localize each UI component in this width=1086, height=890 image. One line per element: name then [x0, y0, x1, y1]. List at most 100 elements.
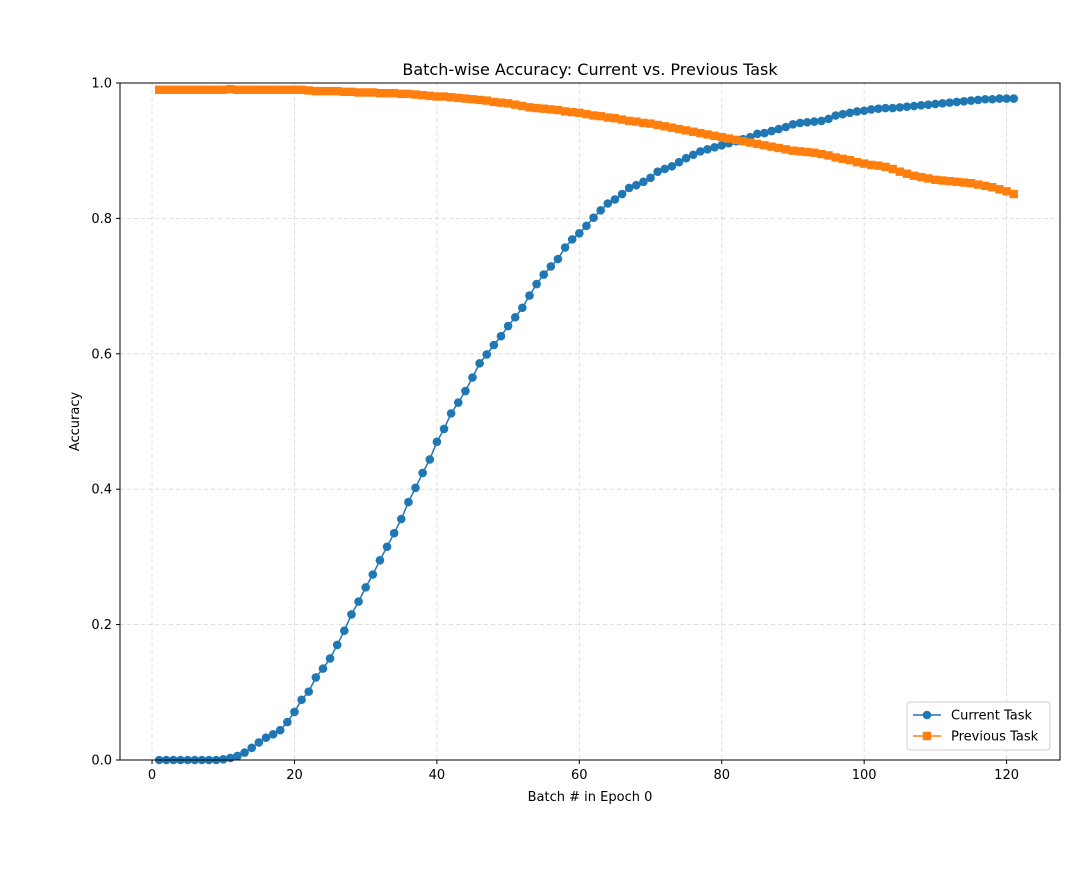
- data-point: [546, 262, 556, 271]
- data-point: [247, 743, 257, 753]
- data-point: [738, 137, 748, 146]
- data-point: [290, 707, 299, 717]
- data-point: [197, 85, 207, 94]
- data-point: [909, 101, 919, 111]
- data-point: [233, 85, 242, 94]
- data-point: [653, 167, 662, 176]
- data-point: [567, 107, 577, 117]
- data-point: [553, 105, 563, 115]
- data-point: [624, 116, 634, 126]
- data-point: [418, 90, 427, 100]
- chart-title: Batch-wise Accuracy: Current vs. Previou…: [402, 60, 778, 79]
- data-point: [311, 86, 321, 96]
- data-point: [831, 153, 840, 162]
- data-point: [859, 106, 869, 116]
- series-layer: [154, 84, 1019, 765]
- data-point: [973, 95, 983, 105]
- legend: Current Task Previous Task: [906, 701, 1051, 751]
- data-point: [432, 437, 442, 447]
- data-point: [226, 84, 235, 94]
- data-point: [582, 109, 591, 119]
- series-previous-task: [154, 84, 1018, 199]
- data-point: [553, 254, 563, 264]
- data-point: [575, 228, 584, 238]
- data-point: [931, 99, 940, 109]
- data-point: [624, 183, 634, 193]
- x-tick-label: 60: [571, 768, 588, 783]
- data-point: [909, 171, 919, 180]
- data-point: [560, 243, 570, 252]
- data-point: [489, 340, 499, 350]
- data-point: [311, 673, 321, 682]
- data-point: [397, 89, 406, 99]
- data-point: [268, 85, 278, 94]
- data-point: [454, 93, 463, 103]
- data-point: [995, 94, 1004, 103]
- data-point: [781, 122, 791, 132]
- data-point: [219, 85, 228, 94]
- data-point: [824, 151, 833, 160]
- data-point: [810, 117, 819, 126]
- y-tick-label: 0.4: [91, 483, 112, 498]
- data-point: [703, 145, 712, 154]
- data-point: [988, 183, 997, 192]
- data-point: [867, 160, 876, 170]
- data-point: [261, 85, 271, 94]
- data-point: [425, 455, 435, 464]
- x-axis-label: Batch # in Epoch 0: [528, 790, 653, 805]
- data-point: [888, 103, 897, 113]
- data-point: [916, 172, 926, 182]
- data-point: [938, 99, 947, 108]
- data-point: [760, 141, 769, 150]
- data-point: [539, 104, 548, 113]
- data-point: [802, 147, 812, 157]
- data-point: [432, 92, 442, 101]
- data-point: [240, 748, 249, 757]
- data-point: [482, 350, 492, 359]
- data-point: [532, 103, 541, 113]
- data-point: [674, 124, 684, 134]
- data-point: [439, 424, 449, 434]
- x-tick-label: 0: [148, 768, 156, 783]
- data-point: [617, 189, 627, 199]
- data-point: [183, 85, 192, 94]
- data-point: [859, 159, 869, 168]
- data-point: [511, 100, 520, 109]
- legend-item: Previous Task: [913, 730, 1039, 745]
- data-point: [347, 610, 356, 619]
- data-point: [838, 109, 848, 119]
- data-point: [646, 119, 655, 128]
- data-point: [632, 117, 641, 126]
- data-point: [845, 108, 855, 118]
- data-point: [981, 181, 990, 191]
- data-point: [297, 85, 306, 94]
- data-point: [952, 97, 962, 107]
- data-point: [988, 94, 997, 104]
- data-point: [489, 97, 499, 107]
- data-point: [781, 145, 791, 154]
- data-point: [660, 122, 669, 131]
- data-point: [1009, 189, 1018, 199]
- data-point: [959, 178, 969, 187]
- data-point: [1002, 94, 1011, 103]
- data-point: [461, 386, 470, 396]
- data-point: [354, 597, 363, 606]
- data-point: [261, 733, 271, 742]
- legend-label: Previous Task: [951, 730, 1039, 745]
- data-point: [895, 167, 904, 176]
- data-point: [746, 138, 755, 147]
- data-point: [681, 153, 691, 163]
- data-point: [240, 85, 249, 94]
- data-point: [852, 107, 862, 116]
- data-point: [190, 85, 199, 94]
- legend-marker: [922, 710, 932, 720]
- data-point: [610, 114, 620, 123]
- data-point: [888, 164, 897, 174]
- data-point: [980, 94, 990, 104]
- data-point: [325, 654, 335, 663]
- data-point: [874, 161, 883, 170]
- data-point: [817, 116, 826, 126]
- data-point: [404, 89, 413, 99]
- data-point: [532, 279, 541, 289]
- x-tick-label: 80: [713, 768, 730, 783]
